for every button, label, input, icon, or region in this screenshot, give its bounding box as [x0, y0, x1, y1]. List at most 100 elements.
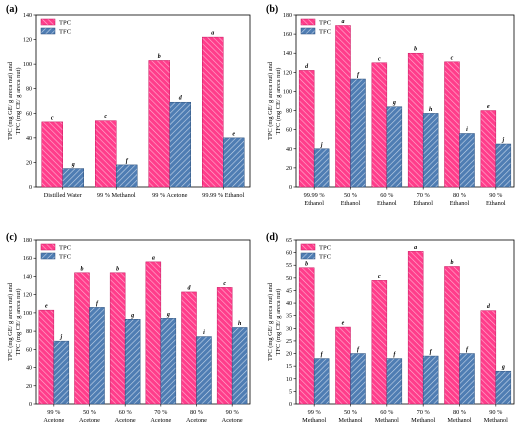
y-tick-label: 60 — [26, 347, 32, 353]
y-tick-label: 120 — [23, 293, 32, 299]
bar-tfc — [196, 336, 212, 405]
y-tick-label: 65 — [286, 238, 292, 244]
bar-tpc — [298, 70, 315, 188]
y-tick-label: 40 — [26, 136, 32, 142]
bar-tfc — [495, 370, 512, 405]
significance-letter: g — [501, 365, 505, 371]
bar-tpc — [41, 121, 63, 188]
significance-letter: d — [305, 64, 309, 70]
significance-letter: c — [51, 115, 54, 121]
panel-label: (c) — [6, 232, 17, 243]
significance-letter: a — [342, 19, 345, 25]
y-tick-label: 20 — [26, 160, 32, 166]
significance-letter: a — [152, 255, 155, 261]
bar-tpc — [444, 61, 460, 188]
y-tick-label: 100 — [23, 311, 32, 317]
significance-letter: f — [321, 352, 324, 358]
y-tick-label: 55 — [286, 263, 292, 269]
y-tick-label: 20 — [286, 352, 292, 358]
legend-swatch-tpc — [40, 18, 56, 26]
bar-tfc — [231, 327, 248, 405]
x-tick-label: 80 % — [453, 192, 467, 199]
legend-label-tfc: TFC — [59, 29, 72, 36]
significance-letter: j — [59, 335, 62, 341]
plot-frame — [295, 14, 515, 188]
x-tick-label: 90 % — [489, 409, 503, 416]
bar-tfc — [223, 137, 245, 188]
legend-label-tfc: TFC — [319, 254, 332, 261]
x-tick-label: 50 % — [344, 409, 358, 416]
significance-letter: j — [320, 142, 323, 148]
significance-letter: g — [166, 312, 170, 318]
x-tick-label: Methanol — [447, 417, 471, 424]
significance-letter: e — [342, 321, 345, 327]
x-tick-label: 70 % — [154, 409, 168, 416]
significance-letter: i — [466, 127, 468, 133]
x-tick-label: Ethanol — [486, 200, 506, 207]
bar-tpc — [480, 310, 497, 405]
legend-label-tpc: TPC — [59, 20, 72, 27]
bar-tfc — [386, 358, 403, 405]
significance-letter: b — [81, 266, 84, 272]
significance-letter: b — [451, 260, 454, 266]
significance-letter: g — [71, 162, 75, 168]
x-tick-label: 90 % — [489, 192, 503, 199]
significance-letter: d — [179, 96, 183, 102]
y-tick-label: 0 — [289, 185, 292, 191]
x-tick-label: Ethanol — [413, 200, 433, 207]
bar-tpc — [371, 280, 388, 405]
bar-tpc — [444, 266, 460, 405]
plot-frame — [35, 14, 251, 188]
significance-letter: f — [430, 350, 433, 356]
y-tick-label: 60 — [286, 251, 292, 257]
bar-tpc — [216, 287, 233, 405]
significance-letter: c — [378, 274, 381, 280]
x-tick-label: 70 % — [417, 409, 431, 416]
y-tick-label: 180 — [283, 13, 292, 19]
y-tick-label: 40 — [26, 366, 32, 372]
legend-label-tpc: TPC — [319, 20, 332, 27]
legend-swatch-tfc — [40, 252, 56, 260]
y-tick-label: 140 — [283, 51, 292, 57]
significance-letter: f — [357, 73, 360, 79]
x-tick-label: 99.99 % — [304, 192, 326, 199]
x-tick-label: Ethanol — [377, 200, 397, 207]
bar-tpc — [335, 326, 351, 405]
significance-letter: b — [305, 261, 308, 267]
bar-tfc — [53, 340, 70, 405]
x-tick-label: 99 % — [308, 409, 322, 416]
y-tick-label: 45 — [286, 288, 292, 294]
bar-tpc — [95, 120, 117, 188]
legend-swatch-tfc — [300, 27, 316, 35]
y-axis-title-line: TPC (mg GE/ g areca nut) and — [267, 282, 274, 361]
x-tick-label: Acetone — [150, 417, 171, 424]
bar-tpc — [335, 25, 351, 188]
y-tick-label: 180 — [23, 238, 32, 244]
bar-tfc — [459, 353, 475, 405]
significance-letter: f — [393, 352, 396, 358]
legend-swatch-tpc — [300, 18, 316, 26]
significance-letter: a — [414, 245, 417, 251]
bar-tpc — [148, 60, 170, 188]
bar-tfc — [313, 358, 330, 405]
bar-tfc — [422, 355, 439, 405]
y-axis-title-line: TPC (mg GE/ g areca nut) and — [7, 61, 14, 140]
panel-label: (a) — [6, 4, 18, 15]
legend-label-tfc: TFC — [59, 254, 72, 261]
bar-tpc — [38, 309, 55, 405]
y-tick-label: 140 — [23, 274, 32, 280]
bar-tfc — [169, 101, 191, 188]
chart-panel-1: (b) TPC (mg GE/ g areca nut) and TFC (mg C… — [266, 4, 515, 207]
y-tick-label: 15 — [286, 364, 292, 370]
bar-tfc — [422, 113, 439, 188]
significance-letter: e — [232, 131, 235, 137]
significance-letter: b — [414, 47, 417, 53]
legend-swatch-tfc — [300, 252, 316, 260]
panel-label: (d) — [266, 232, 278, 243]
significance-letter: f — [96, 301, 99, 307]
x-tick-label: 60 % — [380, 409, 394, 416]
legend-label-tfc: TFC — [319, 29, 332, 36]
significance-letter: c — [104, 114, 107, 120]
bar-tpc — [407, 251, 424, 405]
